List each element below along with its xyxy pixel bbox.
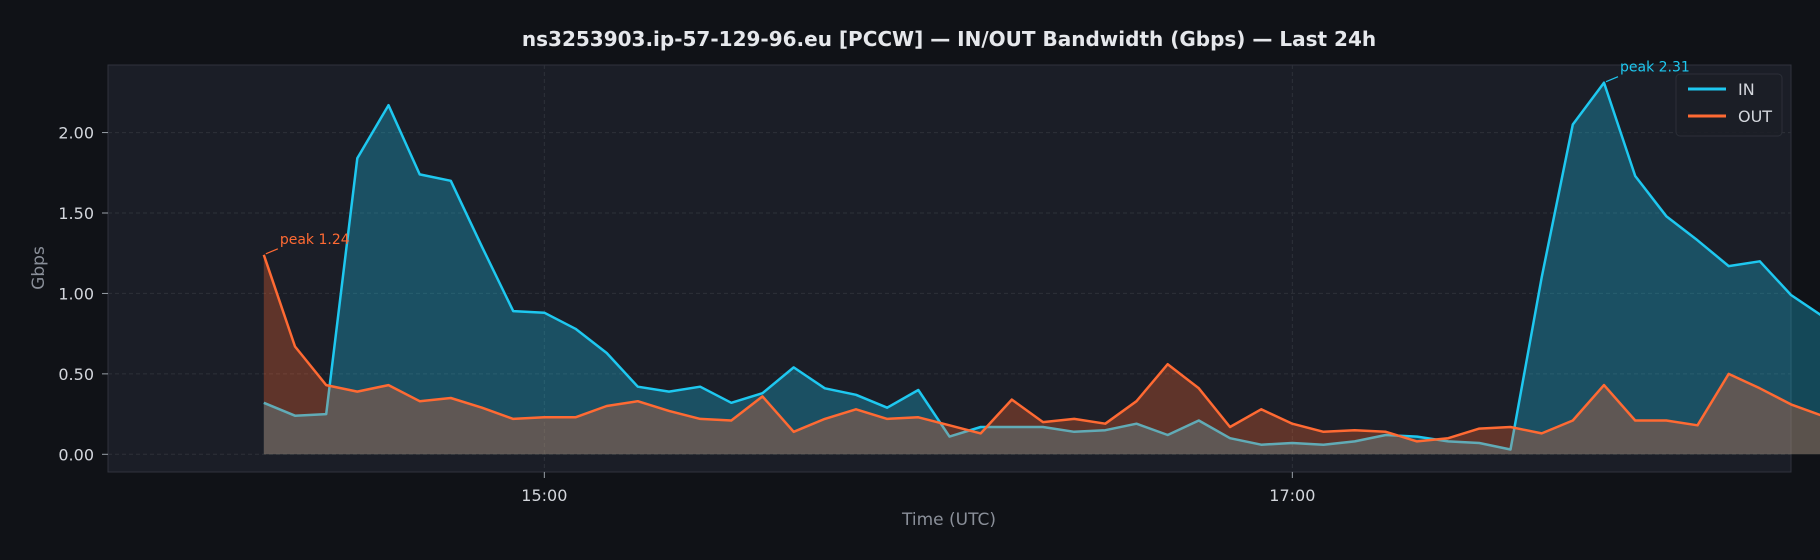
annotation-leader [265, 248, 279, 255]
y-tick-label: 1.50 [58, 204, 94, 223]
y-tick-label: 1.00 [58, 284, 94, 303]
x-tick-label: 15:00 [521, 486, 567, 505]
legend-box [1675, 73, 1783, 137]
legend: IN OUT [1675, 73, 1783, 137]
y-tick-label: 2.00 [58, 124, 94, 143]
x-axis-title: Time (UTC) [901, 510, 996, 530]
peak-annotation-in: peak 2.31 [1620, 60, 1690, 76]
grid-layer [108, 65, 1791, 472]
y-tick-label: 0.50 [58, 365, 94, 384]
y-tick-label: 0.00 [58, 445, 94, 464]
legend-label-in: IN [1738, 80, 1755, 99]
y-axis-title: Gbps [29, 246, 49, 290]
chart-title: ns3253903.ip-57-129-96.eu [PCCW] — IN/OU… [522, 27, 1376, 51]
series-layer [262, 81, 1820, 455]
x-tick-label: 17:00 [1269, 486, 1315, 505]
series-line-out [262, 254, 1820, 443]
series-line-in [263, 81, 1820, 451]
series-area-out [263, 254, 1820, 455]
annotation-layer: peak 1.24 peak 2.31 [265, 60, 1690, 255]
peak-annotation-out: peak 1.24 [280, 232, 350, 248]
tick-layer: 0.00 0.50 1.00 1.50 2.00 15:00 17:00 [58, 124, 1315, 505]
series-area-in [263, 82, 1820, 455]
annotation-leader [1605, 76, 1619, 83]
legend-label-out: OUT [1738, 107, 1772, 126]
